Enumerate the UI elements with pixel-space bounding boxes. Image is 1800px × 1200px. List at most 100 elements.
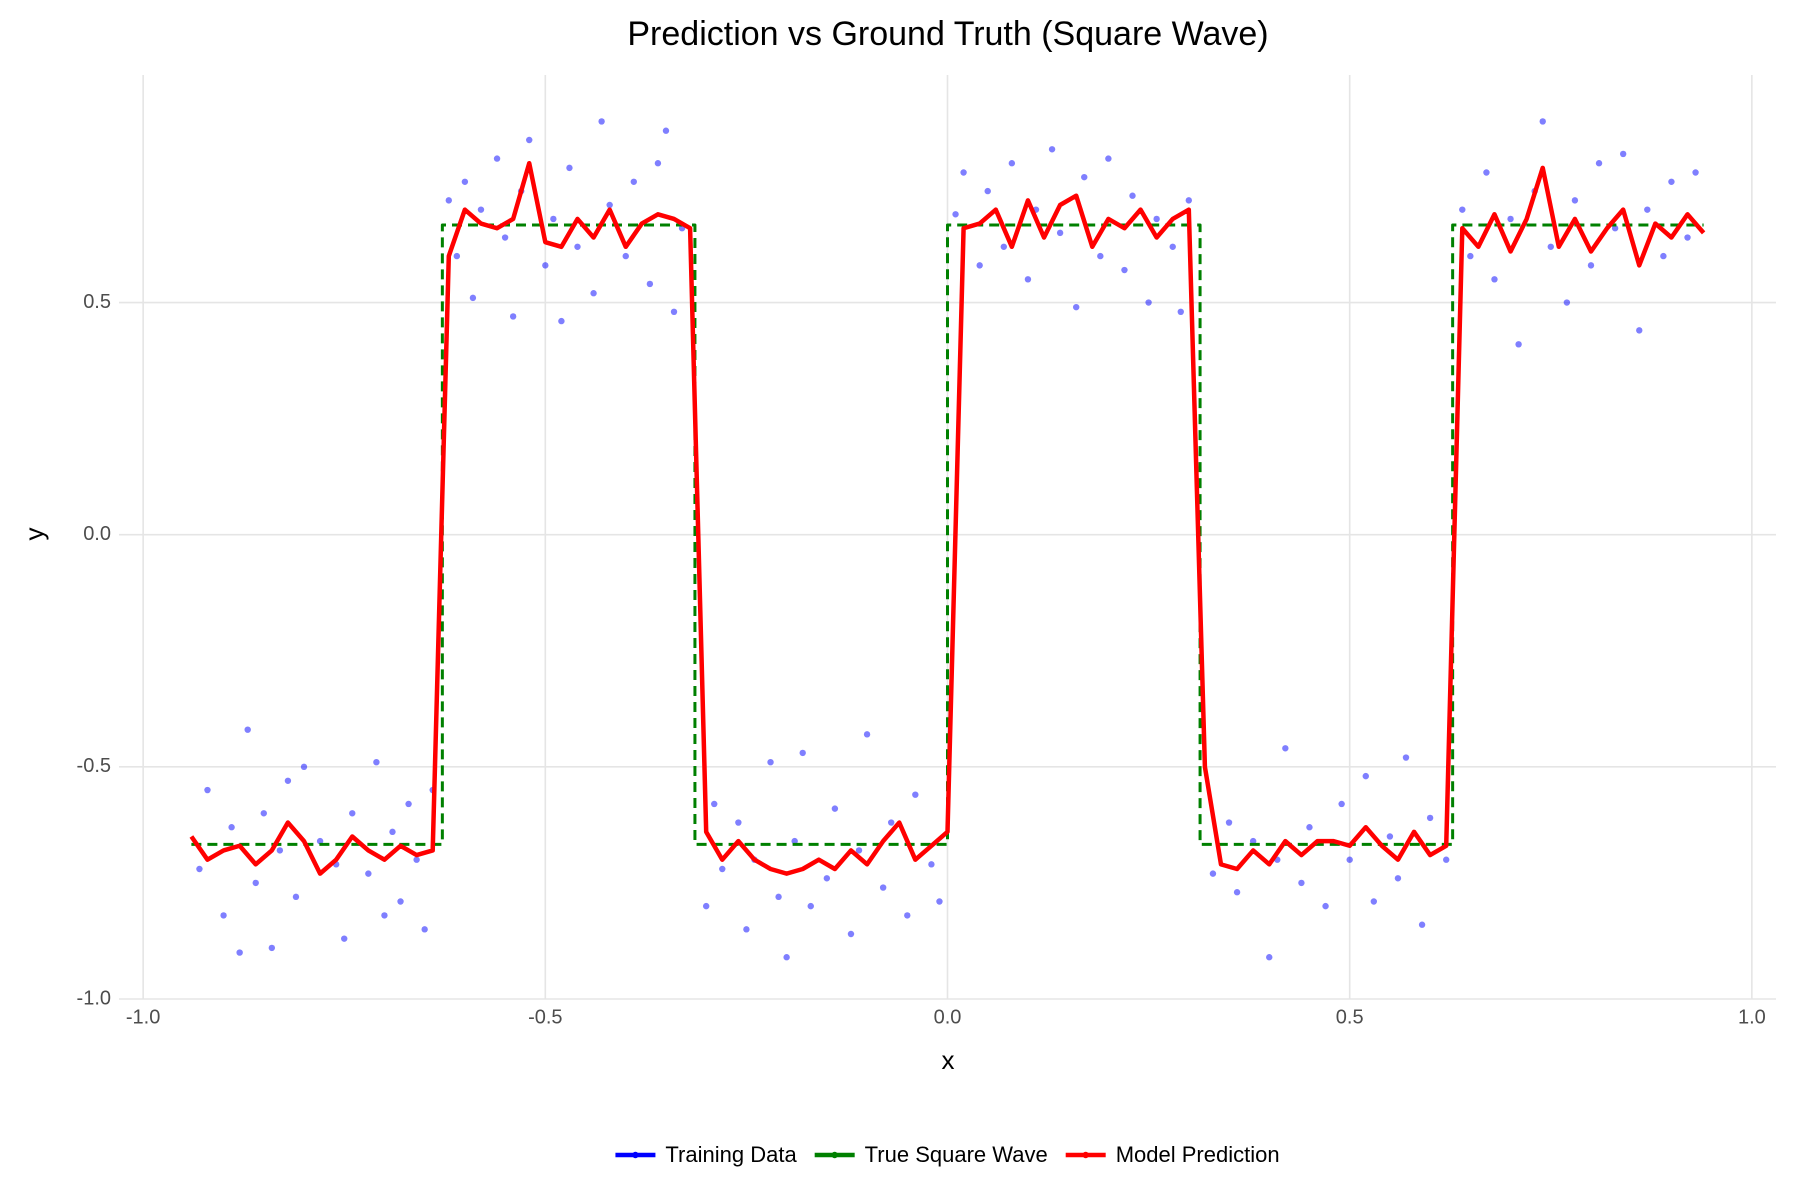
data-point	[1402, 754, 1410, 761]
legend-label: Training Data	[665, 1142, 797, 1167]
data-point	[1394, 875, 1402, 882]
data-point	[1370, 898, 1378, 905]
data-point	[1121, 266, 1128, 274]
data-point	[405, 800, 412, 808]
data-point	[936, 898, 943, 905]
data-point	[1684, 234, 1691, 241]
data-point	[509, 313, 517, 320]
data-point	[1008, 160, 1016, 167]
data-point	[526, 136, 533, 144]
legend-label: True Square Wave	[865, 1142, 1048, 1167]
data-point	[912, 791, 919, 798]
data-point	[1298, 879, 1305, 887]
data-point	[1105, 155, 1112, 162]
data-point	[735, 819, 742, 826]
legend-item: Training Data	[615, 1142, 797, 1167]
data-point	[542, 262, 549, 269]
reference-line	[191, 223, 1704, 846]
data-point	[469, 294, 477, 302]
data-point	[1145, 299, 1152, 306]
x-axis-title: x	[942, 1045, 955, 1075]
data-point	[646, 280, 654, 288]
legend: Training Data True Square Wave Model Predi…	[615, 1142, 1280, 1167]
data-point	[1644, 206, 1651, 213]
legend-swatch-dot	[632, 1151, 639, 1159]
data-point	[622, 252, 629, 260]
x-tick-label: -1.0	[126, 1006, 160, 1028]
data-point	[1072, 303, 1080, 311]
x-tick-label: 0.0	[934, 1006, 962, 1028]
data-point	[228, 824, 235, 831]
legend-label: Model Prediction	[1116, 1142, 1280, 1167]
data-point	[1322, 902, 1329, 910]
data-point	[1346, 856, 1353, 863]
data-point	[1266, 954, 1273, 961]
data-point	[1571, 197, 1579, 204]
data-point	[1249, 837, 1257, 845]
y-tick-label: -1.0	[77, 987, 111, 1009]
data-point	[349, 810, 356, 817]
data-point	[1338, 800, 1345, 808]
data-point	[1660, 252, 1667, 260]
data-point	[1418, 921, 1426, 928]
data-point	[1081, 173, 1088, 181]
data-point	[662, 127, 670, 134]
data-point	[928, 861, 935, 868]
data-point	[1668, 178, 1675, 185]
data-point	[807, 902, 814, 910]
data-point	[783, 954, 790, 961]
data-point	[984, 187, 991, 195]
data-point	[1483, 169, 1490, 176]
data-point	[268, 944, 276, 952]
grid: -1.0 -0.5 0.0 0.5 -1.0 -0.5 0.0 0.5 1.0	[77, 75, 1776, 1028]
data-point	[341, 935, 348, 942]
data-point	[775, 893, 782, 901]
data-point	[204, 786, 211, 794]
data-point	[1443, 856, 1450, 863]
data-point	[574, 243, 581, 250]
data-point	[831, 805, 839, 812]
data-point	[1129, 192, 1136, 199]
data-point	[855, 847, 863, 854]
data-point	[244, 726, 251, 733]
x-tick-label: -0.5	[528, 1006, 562, 1028]
legend-item: True Square Wave	[814, 1142, 1048, 1167]
data-point	[292, 893, 300, 901]
y-tick-label: 0.5	[83, 291, 111, 313]
data-point	[670, 308, 678, 316]
legend-swatch-dot	[1082, 1151, 1089, 1159]
data-point	[453, 252, 461, 260]
data-point	[743, 926, 750, 933]
data-point	[493, 155, 501, 162]
data-point	[566, 164, 573, 172]
data-point	[1491, 276, 1498, 283]
data-point	[879, 884, 887, 891]
data-point	[1362, 772, 1369, 780]
data-point	[799, 749, 806, 757]
data-point	[445, 197, 452, 204]
data-point	[1048, 146, 1056, 153]
data-point	[598, 118, 605, 125]
legend-item: Model Prediction	[1065, 1142, 1280, 1167]
data-point	[1619, 150, 1627, 158]
data-point	[606, 201, 613, 209]
data-point	[847, 930, 855, 938]
x-tick-label: 0.5	[1336, 1006, 1364, 1028]
data-point	[1539, 118, 1546, 125]
prediction-line	[189, 160, 1706, 876]
data-point	[196, 865, 203, 873]
data-point	[791, 837, 798, 845]
data-point	[558, 317, 565, 325]
data-point	[630, 178, 637, 185]
data-point	[365, 870, 372, 877]
data-point	[220, 912, 227, 919]
data-point	[711, 800, 718, 808]
data-point	[1233, 889, 1241, 896]
data-point	[300, 763, 308, 771]
data-point	[550, 215, 557, 223]
data-point	[590, 290, 597, 297]
data-point	[252, 879, 259, 887]
data-point	[1000, 243, 1008, 250]
